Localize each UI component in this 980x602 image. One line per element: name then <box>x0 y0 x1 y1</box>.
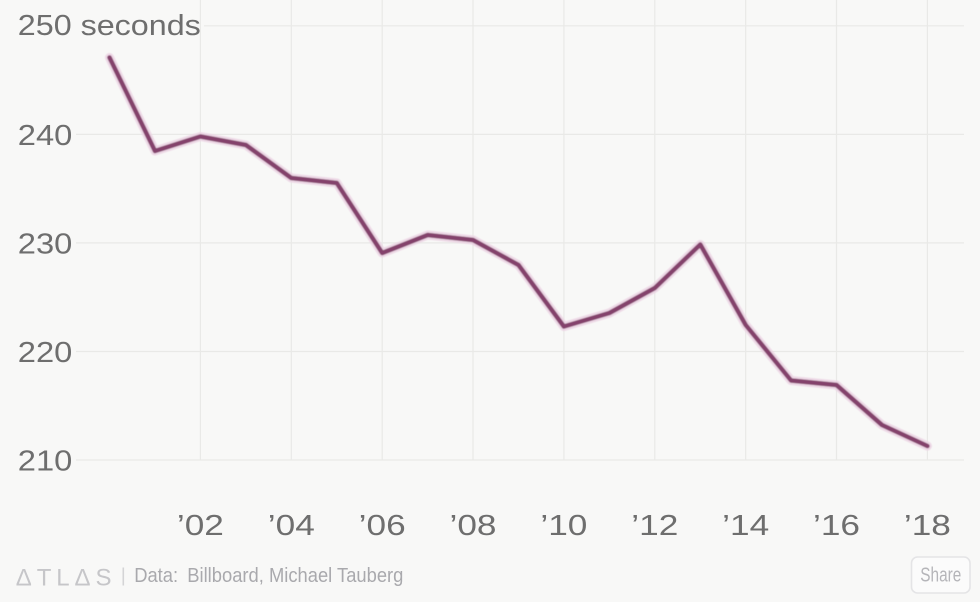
svg-text:240: 240 <box>18 120 73 152</box>
svg-text:’04: ’04 <box>268 510 315 542</box>
svg-text:’02: ’02 <box>177 510 224 542</box>
svg-text:’14: ’14 <box>722 510 769 542</box>
svg-text:250 seconds: 250 seconds <box>18 10 201 42</box>
svg-text:ΔTLΔS: ΔTLΔS <box>16 565 117 592</box>
svg-text:230: 230 <box>18 229 73 261</box>
svg-text:’06: ’06 <box>359 510 406 542</box>
svg-text:’10: ’10 <box>540 510 587 542</box>
svg-text:’16: ’16 <box>813 510 860 542</box>
svg-text:Share: Share <box>920 565 961 587</box>
svg-text:210: 210 <box>18 446 73 478</box>
svg-text:220: 220 <box>18 337 73 369</box>
svg-text:|: | <box>121 565 126 587</box>
svg-text:’08: ’08 <box>450 510 497 542</box>
svg-text:’18: ’18 <box>904 510 951 542</box>
svg-text:’12: ’12 <box>631 510 678 542</box>
svg-text:Data: Billboard, Michael Taub: Data: Billboard, Michael Tauberg <box>134 564 403 587</box>
